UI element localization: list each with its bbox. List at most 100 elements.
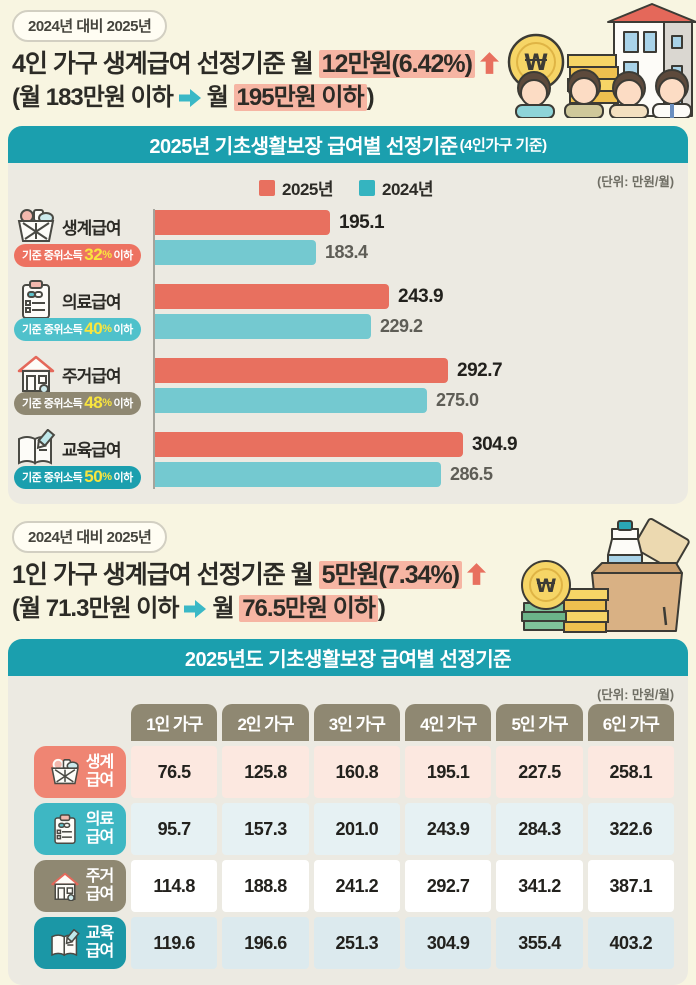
table-cell: 304.9 [405, 917, 492, 969]
category-label: 주거급여 [62, 366, 122, 386]
section2-sub-before: (월 71.3만원 이하 [12, 595, 179, 622]
bar-value-2025: 292.7 [457, 359, 503, 381]
chart-panel: 2025년 기초생활보장 급여별 선정기준 (4인가구 기준) (단위: 만원/월… [8, 126, 688, 504]
increase-arrow-icon [480, 51, 499, 81]
chart-banner: 2025년 기초생활보장 급여별 선정기준 (4인가구 기준) [8, 126, 688, 163]
benefit-table: 1인 가구 2인 가구 3인 가구 4인 가구 5인 가구 6인 가구 [34, 704, 674, 969]
table-cell: 157.3 [222, 803, 309, 855]
pill-suffix: 이하 [113, 324, 133, 336]
column-header: 4인 가구 [405, 704, 492, 741]
right-arrow-icon [178, 86, 201, 115]
legend-swatch-2025 [259, 179, 276, 196]
book-icon [47, 926, 83, 960]
section1-title-highlight: 12만원(6.42%) [318, 50, 475, 78]
section1-header: 2024년 대비 2025년 4인 가구 생계급여 선정기준 월 12만원(6.… [0, 0, 696, 119]
section1-sub-mid: 월 [206, 84, 234, 111]
pill-percent-sign: % [102, 397, 112, 409]
income-threshold-pill: 기준 중위소득 40% 이하 [14, 318, 141, 341]
bar-value-2024: 183.4 [325, 242, 368, 262]
year-compare-badge: 2024년 대비 2025년 [12, 521, 168, 553]
category-label: 교육급여 [62, 440, 122, 460]
table-cell: 387.1 [587, 860, 674, 912]
bar-value-2024: 275.0 [436, 390, 479, 410]
book-icon [14, 428, 58, 468]
row-label-line1: 교육 [85, 925, 114, 943]
category-label: 의료급여 [62, 292, 122, 312]
chart-bars-column: 195.1 183.4 243.9 229.2 292.7 275.0 304.… [153, 209, 678, 489]
year-compare-badge: 2024년 대비 2025년 [12, 10, 168, 42]
table-title: 2025년도 기초생활보장 급여별 선정기준 [184, 649, 512, 671]
right-arrow-icon [184, 597, 207, 626]
row-label-line2: 급여 [85, 943, 114, 960]
table-cell: 284.3 [496, 803, 583, 855]
table-corner-cell [34, 704, 126, 741]
row-label-line2: 급여 [85, 772, 114, 789]
row-label-text: 주거 급여 [85, 868, 114, 903]
bars-education: 304.9 286.5 [155, 432, 678, 489]
income-threshold-pill: 기준 중위소득 50% 이하 [14, 466, 141, 489]
column-header: 1인 가구 [131, 704, 218, 741]
table-cell: 355.4 [496, 917, 583, 969]
section1-title-text: 4인 가구 생계급여 선정기준 월 [12, 50, 319, 78]
increase-arrow-icon [467, 562, 487, 592]
relief-box-money-illustration: W [504, 511, 696, 638]
bar-2025 [155, 210, 330, 235]
pill-percent: 50 [84, 467, 103, 486]
table-cell: 341.2 [496, 860, 583, 912]
column-header: 6인 가구 [587, 704, 674, 741]
table-banner: 2025년도 기초생활보장 급여별 선정기준 [8, 639, 688, 676]
chart-legend: 2025년 2024년 [14, 171, 678, 199]
bar-2025 [155, 432, 463, 457]
table-cell: 160.8 [313, 746, 400, 798]
legend-item-2024: 2024년 [359, 175, 433, 200]
clipboard-icon [14, 280, 58, 320]
basket-icon [14, 206, 58, 246]
income-threshold-pill: 기준 중위소득 32% 이하 [14, 244, 141, 267]
column-header: 3인 가구 [313, 704, 400, 741]
chart-unit-note: (단위: 만원/월) [597, 175, 674, 189]
table-cell: 403.2 [587, 917, 674, 969]
bar-2024 [155, 240, 316, 265]
family-house-coins-illustration: W [496, 0, 696, 123]
bar-2025 [155, 284, 389, 309]
house-icon [14, 354, 58, 394]
row-label-line1: 생계 [85, 754, 114, 772]
section2-subtitle: (월 71.3만원 이하 월 76.5만원 이하) [12, 595, 696, 626]
section2-sub-mid: 월 [212, 595, 240, 622]
table-area: (단위: 만원/월) 1인 가구 2인 가구 3인 가구 4인 가구 5인 가구… [8, 676, 688, 985]
table-cell: 125.8 [222, 746, 309, 798]
pill-suffix: 이하 [113, 398, 133, 410]
table-cell: 114.8 [131, 860, 218, 912]
section2-title-text: 1인 가구 생계급여 선정기준 월 [12, 561, 319, 589]
pill-suffix: 이하 [113, 472, 133, 484]
table-cell: 201.0 [313, 803, 400, 855]
category-label: 생계급여 [62, 218, 122, 238]
pill-percent-sign: % [102, 323, 112, 335]
bar-2024 [155, 314, 371, 339]
section1-subtitle: (월 183만원 이하 월 195만원 이하) [12, 84, 696, 115]
bar-value-2024: 229.2 [380, 316, 423, 336]
table-cell: 258.1 [587, 746, 674, 798]
bar-2024 [155, 388, 427, 413]
bar-2025 [155, 358, 448, 383]
category-block-education: 교육급여 기준 중위소득 50% 이하 [14, 428, 153, 489]
section1-sub-before: (월 183만원 이하 [12, 84, 174, 111]
table-cell: 119.6 [131, 917, 218, 969]
row-label-text: 의료 급여 [85, 811, 114, 846]
legend-label-2024: 2024년 [382, 180, 433, 199]
bar-value-2025: 304.9 [472, 433, 518, 455]
bar-value-2024: 286.5 [450, 464, 493, 484]
section2-title: 1인 가구 생계급여 선정기준 월 5만원(7.34%) [12, 560, 696, 592]
column-header: 5인 가구 [496, 704, 583, 741]
pill-percent: 48 [84, 393, 103, 412]
category-block-livelihood: 생계급여 기준 중위소득 32% 이하 [14, 206, 153, 267]
table-cell: 195.1 [405, 746, 492, 798]
row-label-line1: 의료 [85, 811, 114, 829]
row-label-line1: 주거 [85, 868, 114, 886]
section2-header: 2024년 대비 2025년 1인 가구 생계급여 선정기준 월 5만원(7.3… [0, 511, 696, 633]
section2-sub-highlight: 76.5만원 이하 [239, 595, 378, 622]
table-unit-note: (단위: 만원/월) [597, 688, 674, 702]
row-label-text: 생계 급여 [85, 754, 114, 789]
row-label-housing: 주거 급여 [34, 860, 126, 912]
legend-swatch-2024 [359, 179, 375, 196]
